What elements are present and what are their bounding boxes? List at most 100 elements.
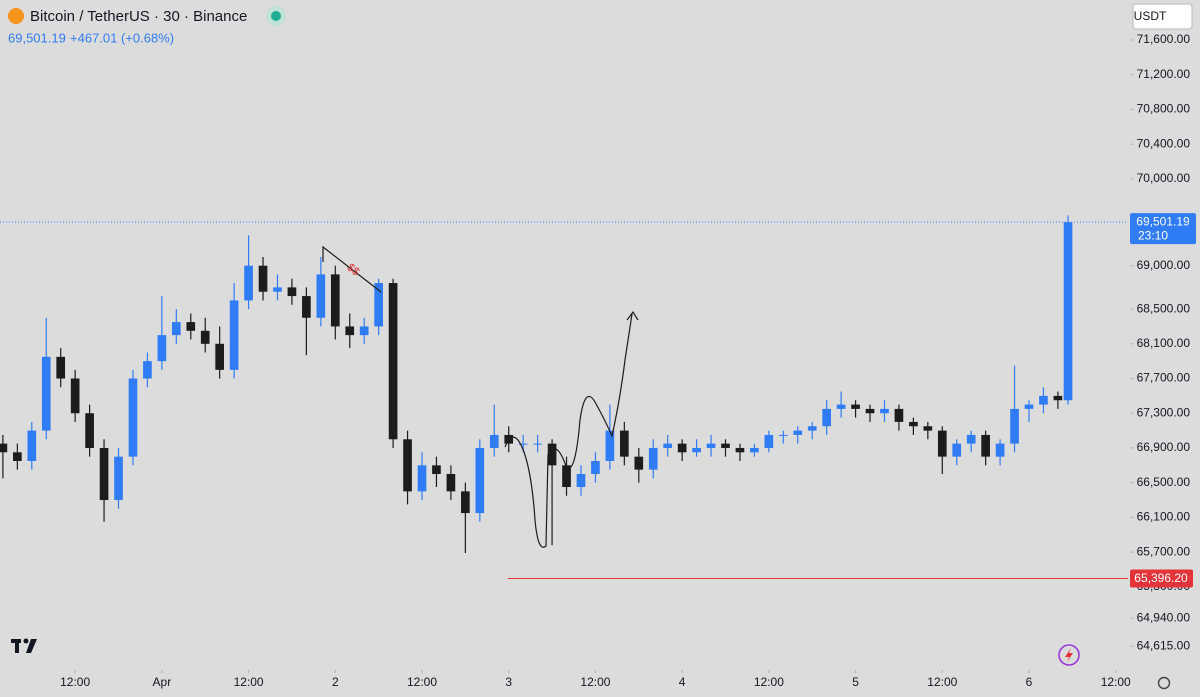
y-tick-label: 68,100.00	[1137, 336, 1191, 350]
candle-body	[793, 430, 803, 435]
horizontal-line-label: 65,396.20	[1134, 571, 1188, 585]
candle-body	[417, 465, 427, 492]
candle-body	[114, 456, 123, 501]
candle-body	[432, 465, 441, 475]
candle-body	[99, 447, 109, 501]
candle-body	[721, 443, 730, 448]
y-tick-label: 71,600.00	[1137, 32, 1191, 46]
candle-body	[750, 447, 759, 453]
candle-body	[1063, 222, 1073, 401]
y-tick-label: 65,700.00	[1137, 544, 1191, 558]
candle-body	[157, 335, 167, 362]
candle-body	[677, 443, 687, 453]
candle-body	[663, 443, 673, 448]
candle-body	[388, 283, 398, 440]
currency-label[interactable]: USDT	[1134, 9, 1167, 23]
candle-body	[258, 265, 268, 292]
y-tick-label: 67,700.00	[1137, 371, 1191, 385]
candle-body	[27, 430, 37, 461]
x-tick-label: 12:00	[234, 675, 264, 689]
candle-body	[822, 408, 832, 427]
y-tick-label: 64,940.00	[1137, 610, 1191, 624]
annotation: $$	[345, 261, 362, 278]
candle-body	[605, 430, 615, 461]
candle-body	[735, 447, 745, 453]
x-tick-label: 12:00	[60, 675, 90, 689]
candle-body	[1010, 408, 1019, 444]
candle-body	[1039, 395, 1048, 405]
y-tick-label: 71,200.00	[1137, 67, 1191, 81]
x-tick-label: 12:00	[580, 675, 610, 689]
candle-body	[1053, 395, 1063, 401]
candle-body	[475, 447, 485, 514]
y-tick-label: 66,900.00	[1137, 440, 1191, 454]
candle-body	[909, 421, 918, 427]
x-tick-label: 5	[852, 675, 859, 689]
candle-body	[620, 430, 629, 457]
horizontal-line-tag	[1130, 569, 1193, 588]
drawing-path	[504, 313, 633, 548]
x-tick-label: 2	[332, 675, 339, 689]
candle-body	[952, 443, 962, 457]
flash-bolt	[1065, 648, 1073, 662]
y-tick-label: 66,500.00	[1137, 475, 1191, 489]
flash-icon[interactable]	[1058, 644, 1080, 666]
candle-body	[894, 408, 904, 422]
candle-body	[518, 443, 528, 445]
candle-body	[143, 361, 152, 379]
header-price: 69,501.19	[8, 30, 66, 45]
candle-body	[403, 439, 412, 492]
candle-body	[244, 265, 253, 301]
candle-body	[533, 443, 542, 445]
candle-body	[706, 443, 716, 448]
candle-body	[41, 356, 51, 431]
candle-body	[489, 434, 499, 448]
candle-body	[1024, 404, 1034, 409]
candle-body	[374, 283, 383, 327]
drawing-arrowhead	[626, 310, 639, 321]
candle-body	[576, 474, 586, 488]
candle-body	[648, 447, 658, 470]
candle-body	[966, 434, 976, 444]
y-tick-label: 70,000.00	[1137, 171, 1191, 185]
x-tick-label: 6	[1026, 675, 1033, 689]
y-tick-label: 69,000.00	[1137, 258, 1191, 272]
x-tick-label: 4	[679, 675, 686, 689]
x-tick-label: 3	[505, 675, 512, 689]
y-tick-label: 70,400.00	[1137, 136, 1191, 150]
candle-body	[330, 274, 340, 327]
y-tick-label: 70,800.00	[1137, 102, 1191, 116]
candle-body	[937, 430, 947, 457]
candle-body	[302, 296, 311, 318]
candle-body	[0, 443, 8, 453]
coin-icon	[8, 8, 24, 24]
candle-body	[215, 343, 225, 370]
settings-icon[interactable]	[1157, 676, 1171, 690]
chart-title: Bitcoin / TetherUS · 30 · Binance	[30, 8, 247, 25]
candle-body	[807, 426, 817, 431]
header-change: +467.01 (+0.68%)	[70, 30, 174, 45]
candle-body	[851, 404, 860, 409]
y-tick-label: 67,300.00	[1137, 405, 1191, 419]
candle-body	[446, 474, 456, 492]
candle-body	[547, 443, 557, 466]
x-tick-label: 12:00	[927, 675, 957, 689]
candle-body	[880, 408, 889, 414]
candle-body	[287, 287, 297, 297]
candle-body	[359, 326, 369, 336]
candle-body	[981, 434, 990, 457]
y-tick-label: 64,615.00	[1137, 638, 1191, 652]
candle-body	[562, 465, 571, 488]
candle-body	[764, 434, 774, 448]
candle-body	[186, 322, 196, 331]
y-tick-label: 68,500.00	[1137, 301, 1191, 315]
countdown-label: 23:10	[1138, 228, 1168, 242]
currency-button[interactable]	[1132, 3, 1193, 30]
candle-body	[56, 356, 66, 379]
drawings	[322, 245, 639, 548]
candle-body	[316, 274, 326, 318]
last-price-label: 69,501.19	[1136, 214, 1190, 228]
candle-body	[345, 326, 355, 336]
plot-area: 71,600.00 71,200.00 70,800.00 70,400.00 70,0…	[0, 32, 1196, 689]
